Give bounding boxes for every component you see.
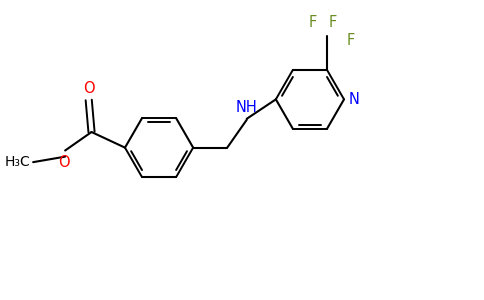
Text: O: O — [58, 155, 70, 170]
Text: NH: NH — [236, 100, 257, 115]
Text: H₃C: H₃C — [5, 155, 31, 169]
Text: O: O — [83, 81, 94, 96]
Text: F: F — [309, 15, 317, 30]
Text: F: F — [347, 33, 355, 48]
Text: F: F — [329, 15, 337, 30]
Text: N: N — [349, 92, 360, 107]
